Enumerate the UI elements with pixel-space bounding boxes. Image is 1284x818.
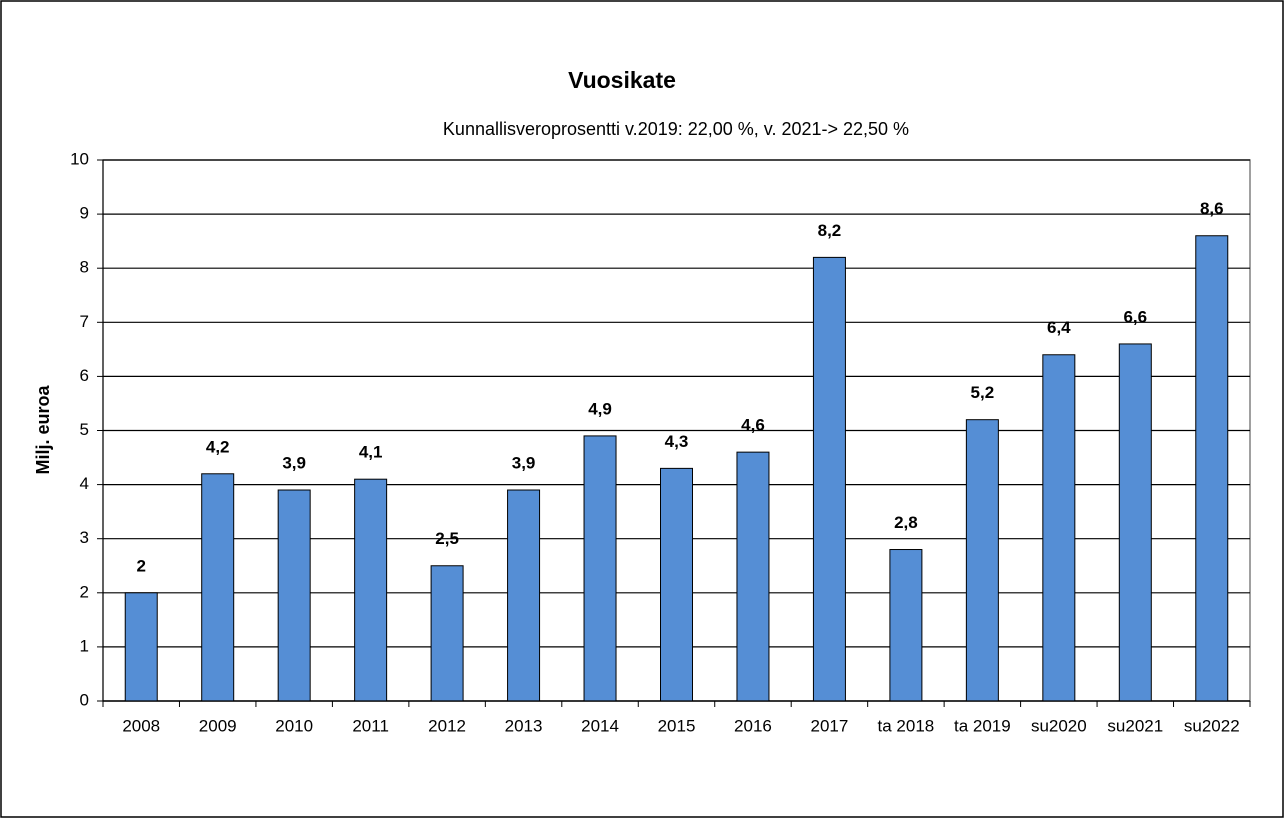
bar <box>1118 343 1152 702</box>
x-tick-label: 2017 <box>811 716 849 735</box>
bar <box>1195 235 1229 702</box>
x-tick-label: su2020 <box>1031 716 1087 735</box>
data-label: 4,6 <box>741 416 765 435</box>
data-label: 2,8 <box>894 513 918 532</box>
bar <box>889 549 923 702</box>
x-tick-label: 2016 <box>734 716 772 735</box>
y-tick-label: 3 <box>80 528 89 547</box>
bar <box>354 478 388 702</box>
bar <box>507 489 541 702</box>
bar <box>736 451 770 702</box>
data-label: 4,2 <box>206 437 230 456</box>
bar <box>812 256 846 702</box>
x-tick-label: 2013 <box>505 716 543 735</box>
bar <box>201 473 235 702</box>
y-tick-label: 4 <box>80 474 89 493</box>
x-tick-label: 2015 <box>658 716 696 735</box>
chart-title: Vuosikate <box>568 67 676 93</box>
x-tick-label: ta 2019 <box>954 716 1011 735</box>
x-tick-label: su2021 <box>1107 716 1163 735</box>
y-tick-label: 2 <box>80 582 89 601</box>
data-label: 4,9 <box>588 399 612 418</box>
bar <box>660 467 693 702</box>
data-label: 2,5 <box>435 529 459 548</box>
y-tick-label: 1 <box>80 636 89 655</box>
data-label: 5,2 <box>971 383 995 402</box>
x-tick-label: 2011 <box>352 716 389 735</box>
data-label: 6,6 <box>1123 307 1147 326</box>
data-label: 8,2 <box>818 221 842 240</box>
x-tick-label: ta 2018 <box>878 716 935 735</box>
data-label: 3,9 <box>282 453 306 472</box>
x-tick-label: 2014 <box>581 716 619 735</box>
bar <box>124 592 158 702</box>
y-tick-label: 7 <box>80 312 89 331</box>
x-tick-label: 2009 <box>199 716 237 735</box>
y-tick-label: 10 <box>70 149 89 168</box>
y-tick-label: 8 <box>80 258 89 277</box>
data-label: 2 <box>136 556 145 575</box>
data-label: 4,1 <box>359 443 383 462</box>
data-label: 8,6 <box>1200 199 1224 218</box>
bar <box>965 419 999 702</box>
y-tick-label: 0 <box>80 690 89 709</box>
data-label: 6,4 <box>1047 318 1071 337</box>
y-tick-label: 5 <box>80 420 89 439</box>
bar <box>277 489 311 702</box>
chart-subtitle: Kunnallisveroprosentti v.2019: 22,00 %, … <box>443 119 909 139</box>
bar <box>430 565 464 702</box>
bar <box>1042 354 1076 702</box>
y-tick-label: 9 <box>80 204 89 223</box>
x-tick-label: su2022 <box>1184 716 1240 735</box>
y-axis-label: Milj. euroa <box>33 385 53 475</box>
x-tick-label: 2010 <box>275 716 313 735</box>
data-label: 4,3 <box>665 432 689 451</box>
x-tick-label: 2012 <box>428 716 466 735</box>
data-label: 3,9 <box>512 453 536 472</box>
y-tick-label: 6 <box>80 366 89 385</box>
bar <box>583 435 617 702</box>
x-tick-label: 2008 <box>122 716 160 735</box>
